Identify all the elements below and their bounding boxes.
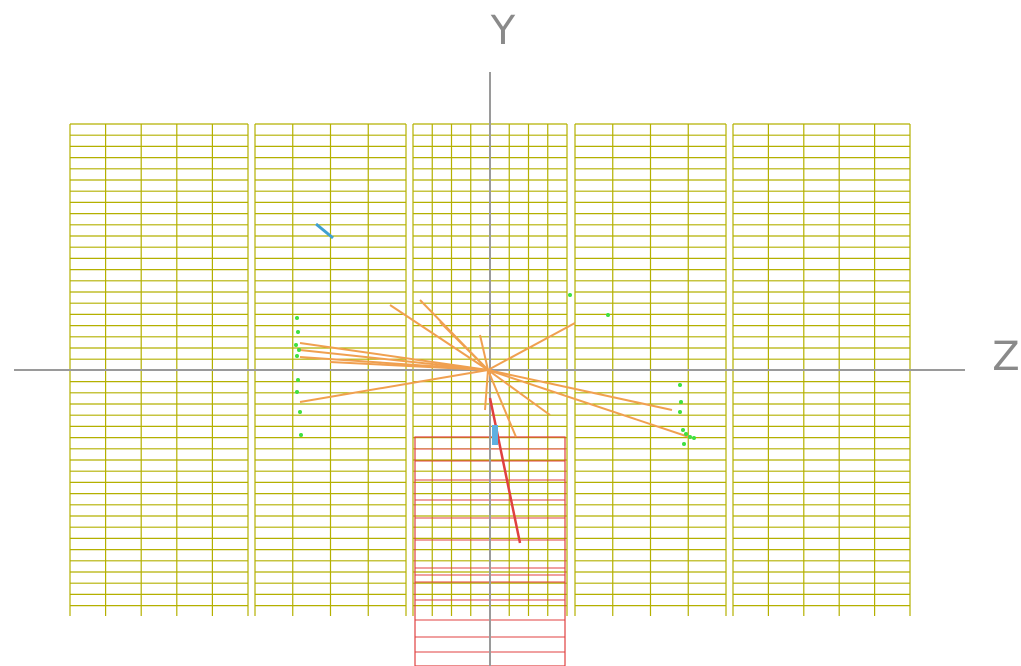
track xyxy=(484,369,489,411)
segment xyxy=(315,222,334,240)
hit xyxy=(682,442,686,446)
hit xyxy=(295,354,299,358)
track xyxy=(487,369,517,438)
tracks xyxy=(299,222,693,544)
hit xyxy=(679,400,683,404)
track xyxy=(299,369,489,403)
track xyxy=(299,342,489,371)
hit xyxy=(688,435,692,439)
hit xyxy=(606,313,610,317)
track xyxy=(389,304,489,371)
hit xyxy=(296,378,300,382)
muon-track xyxy=(488,397,522,544)
hit xyxy=(692,436,696,440)
hit xyxy=(296,330,300,334)
track xyxy=(487,369,693,439)
y-axis-label: Y xyxy=(490,8,516,54)
track xyxy=(299,349,489,371)
hit xyxy=(298,410,302,414)
hit xyxy=(678,410,682,414)
hit xyxy=(295,316,299,320)
hit xyxy=(295,390,299,394)
hit xyxy=(568,293,572,297)
segment xyxy=(492,425,498,445)
track xyxy=(329,361,489,371)
z-axis-label: Z xyxy=(992,334,1019,380)
hit xyxy=(678,383,682,387)
hit xyxy=(684,432,688,436)
hit xyxy=(297,348,301,352)
track xyxy=(439,321,489,371)
hit xyxy=(299,433,303,437)
track xyxy=(487,322,576,371)
track xyxy=(487,369,551,416)
track xyxy=(479,334,489,371)
hits xyxy=(294,293,696,446)
track xyxy=(487,369,673,411)
hit xyxy=(681,428,685,432)
hit xyxy=(294,343,298,347)
